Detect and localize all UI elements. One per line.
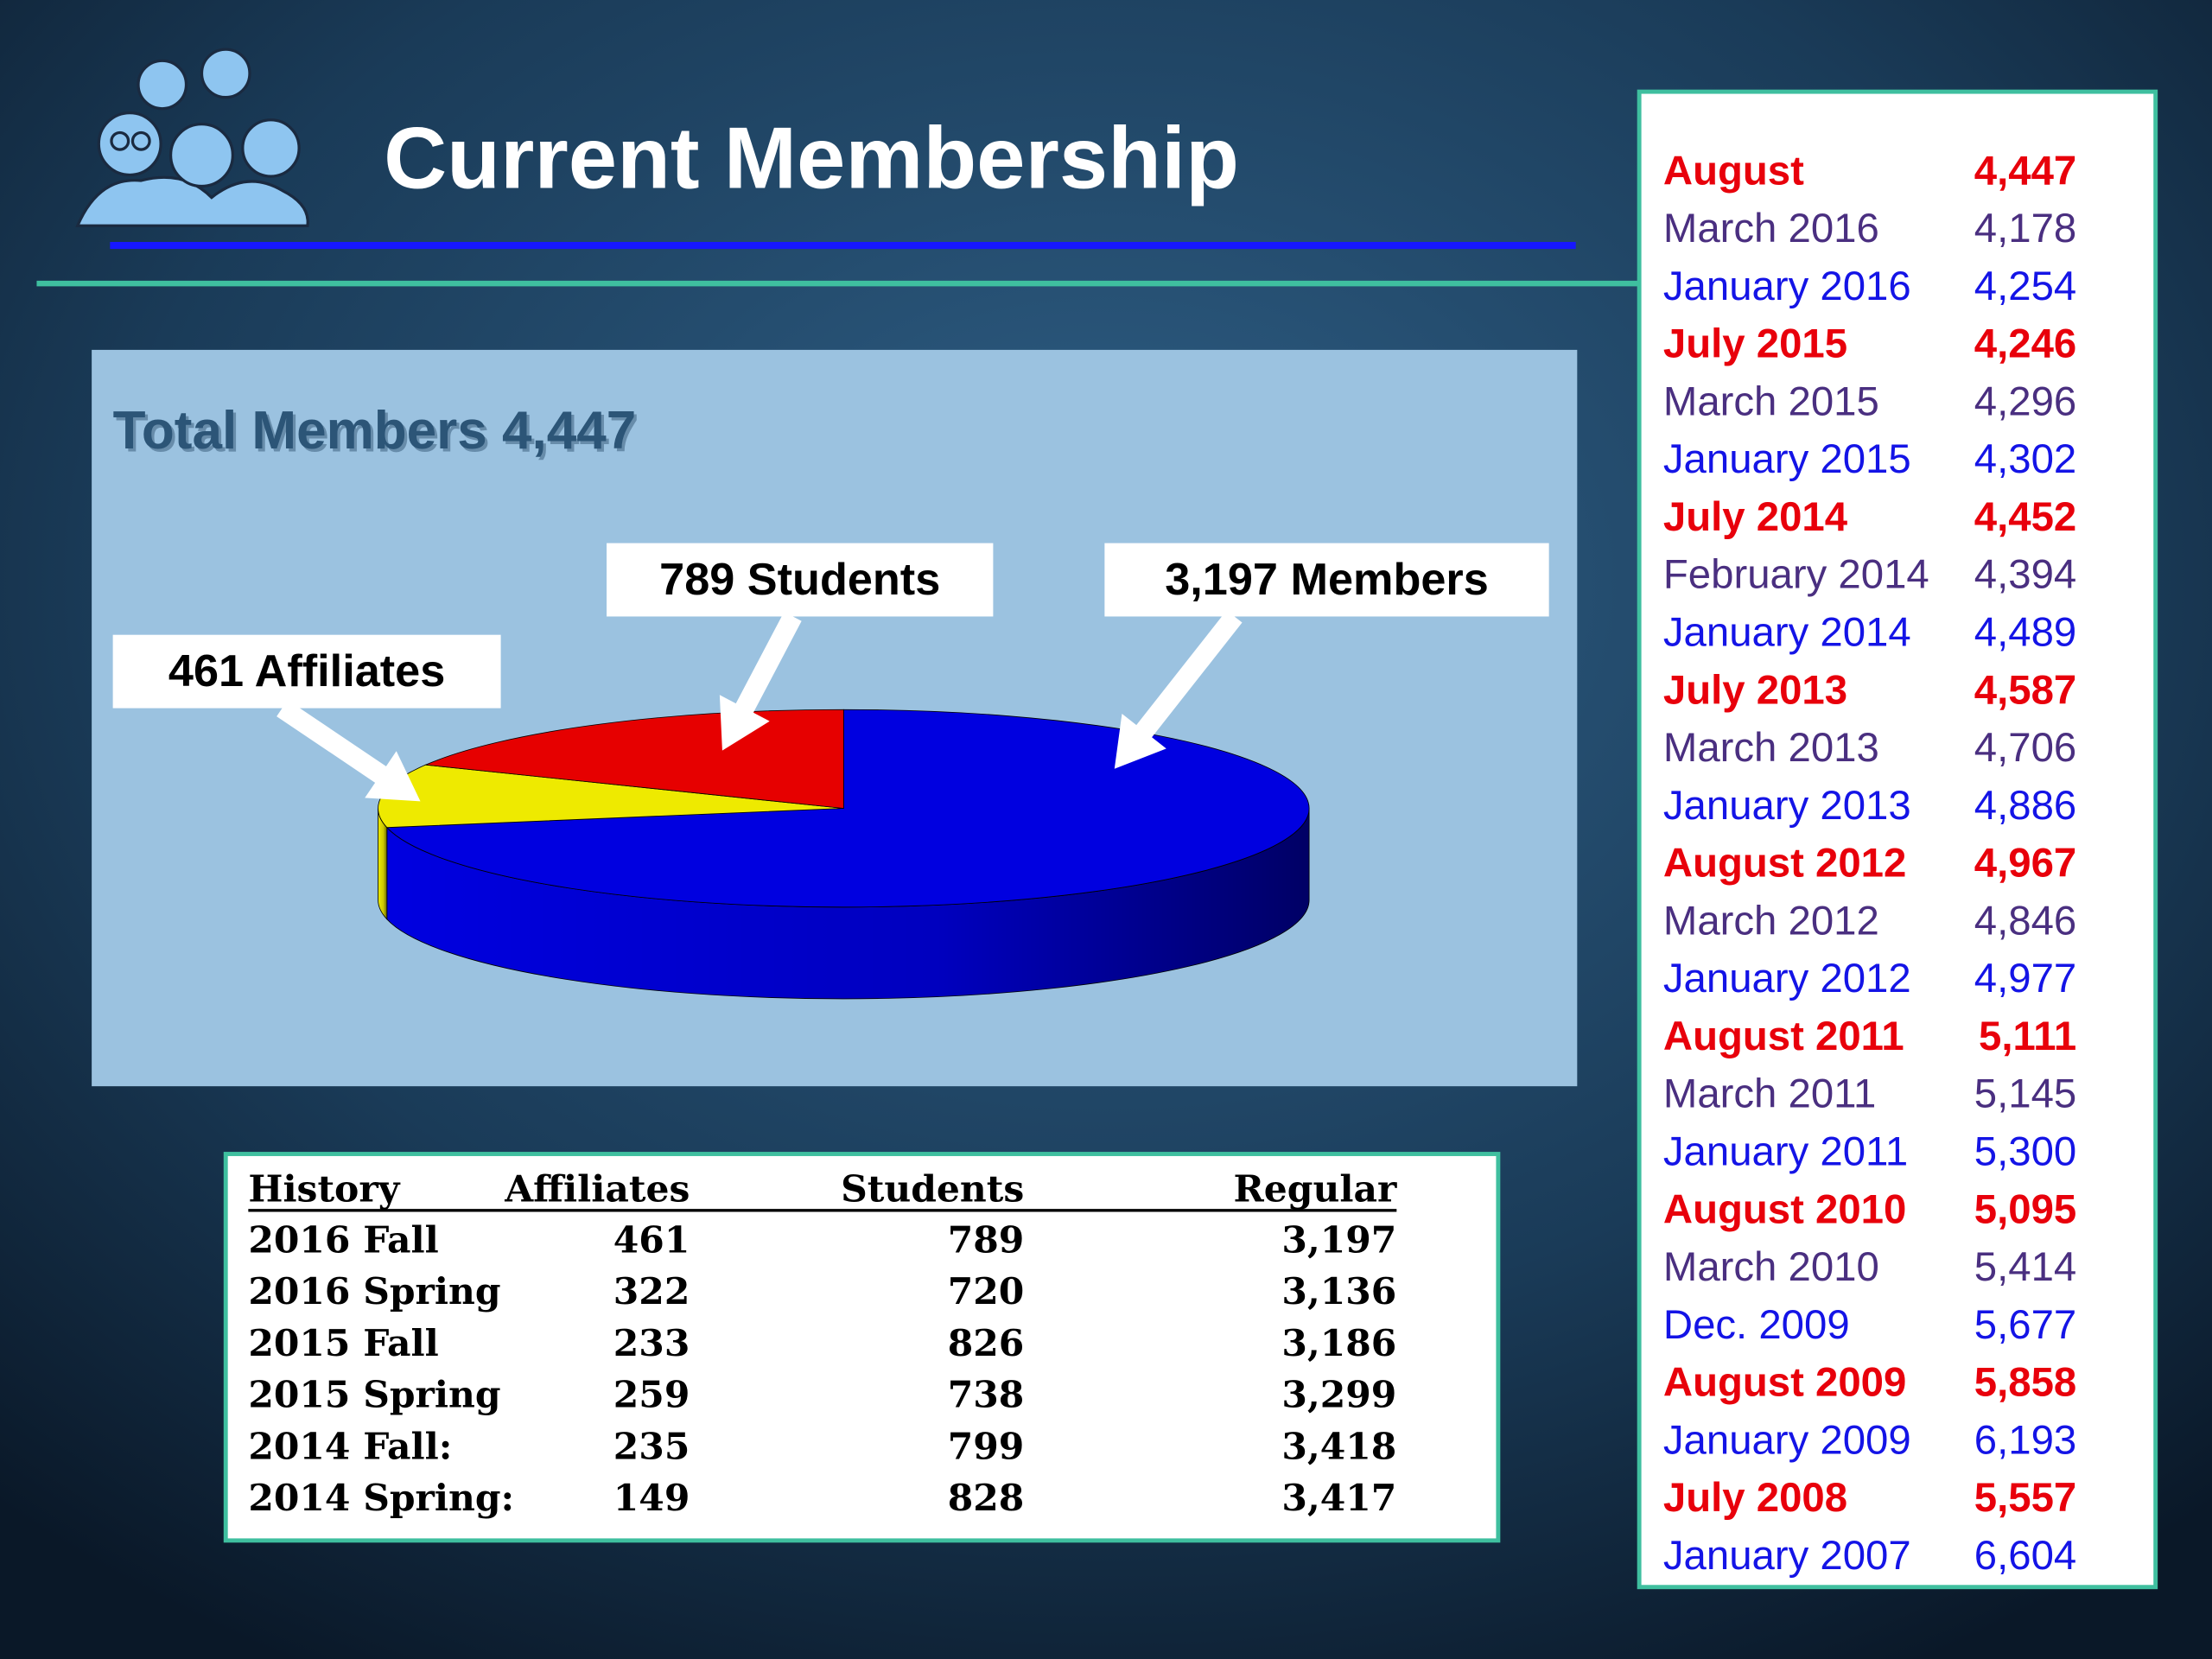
table-cell: 2015 Fall xyxy=(248,1322,438,1365)
list-value: 5,111 xyxy=(1979,1014,2076,1059)
list-value: 4,296 xyxy=(1974,378,2076,424)
table-cell: 3,197 xyxy=(1281,1218,1396,1262)
list-value: 4,846 xyxy=(1974,898,2076,944)
table-cell: 828 xyxy=(948,1477,1025,1520)
history-list: August 4,447 March 2016 4,178 January 2016 4,… xyxy=(1637,89,2158,1590)
callout-box xyxy=(607,543,994,617)
list-value: 4,977 xyxy=(1974,956,2076,1001)
list-label: January 2012 xyxy=(1663,956,1911,1001)
callout-box xyxy=(1104,543,1549,617)
table-cell: 3,417 xyxy=(1281,1477,1396,1520)
list-value: 4,489 xyxy=(1974,610,2076,656)
table-cell: 2015 Spring xyxy=(248,1374,500,1417)
table-cell: 3,136 xyxy=(1281,1270,1396,1313)
list-value: 4,967 xyxy=(1974,841,2076,887)
table-cell: 233 xyxy=(613,1322,690,1365)
callout-label: 461 Affiliates xyxy=(168,646,445,696)
list-value: 4,587 xyxy=(1974,667,2076,713)
table-cell: 2014 Spring: xyxy=(248,1477,514,1520)
list-value: 4,394 xyxy=(1974,552,2076,598)
table-cell: 149 xyxy=(613,1477,690,1520)
list-value: 5,858 xyxy=(1974,1360,2076,1406)
chart-title-shadow: Total Members 4,447 xyxy=(116,404,639,464)
table-cell: 3,299 xyxy=(1281,1374,1396,1417)
table-cell: 2014 Fall: xyxy=(248,1425,452,1468)
list-box xyxy=(1637,89,2158,1590)
table-cell: 738 xyxy=(948,1374,1025,1417)
table-header: Students xyxy=(841,1168,1024,1211)
list-label: July 2014 xyxy=(1663,494,1848,540)
list-label: January 2016 xyxy=(1663,264,1911,309)
callout-label: 3,197 Members xyxy=(1165,555,1489,605)
list-label: March 2012 xyxy=(1663,898,1879,944)
table-header: History xyxy=(248,1168,400,1211)
callout-box xyxy=(112,634,501,709)
table-cell: 2016 Spring xyxy=(248,1270,500,1313)
list-value: 4,246 xyxy=(1974,321,2076,367)
list-value: 4,886 xyxy=(1974,783,2076,829)
list-label: January 2009 xyxy=(1663,1417,1911,1463)
list-value: 6,193 xyxy=(1974,1417,2076,1463)
table-cell: 235 xyxy=(613,1425,690,1468)
table-cell: 322 xyxy=(613,1270,690,1313)
list-label: July 2013 xyxy=(1663,667,1847,713)
callout-arrow xyxy=(719,612,802,751)
people-icon xyxy=(75,48,309,227)
list-label: January 2013 xyxy=(1663,783,1911,829)
side-shading xyxy=(386,808,1310,999)
list-value: 4,178 xyxy=(1974,206,2076,251)
table-cell: 461 xyxy=(613,1218,690,1262)
list-value: 5,414 xyxy=(1974,1244,2076,1290)
list-label: August 2009 xyxy=(1663,1360,1906,1406)
table-cell: 789 xyxy=(948,1218,1025,1262)
list-value: 4,452 xyxy=(1974,494,2076,540)
table-header: Regular xyxy=(1234,1168,1397,1211)
list-label: July 2008 xyxy=(1663,1475,1847,1521)
list-label: March 2011 xyxy=(1663,1071,1876,1117)
list-label: August 2012 xyxy=(1663,841,1906,887)
table-cell: 799 xyxy=(948,1425,1025,1468)
list-value: 6,604 xyxy=(1974,1533,2076,1579)
list-value: 5,300 xyxy=(1974,1128,2076,1174)
list-label: August xyxy=(1663,148,1804,194)
table-header: Affiliates xyxy=(504,1168,690,1211)
slide-title: Current Membership xyxy=(384,110,1239,207)
list-value: 4,302 xyxy=(1974,436,2076,482)
table-box xyxy=(223,1152,1501,1543)
table-cell: 720 xyxy=(948,1270,1025,1313)
list-label: March 2016 xyxy=(1663,206,1879,251)
list-label: August 2010 xyxy=(1663,1186,1906,1232)
table-cell: 3,418 xyxy=(1281,1425,1396,1468)
chart-title: Total Members 4,447 xyxy=(113,401,637,461)
table-cell: 2016 Fall xyxy=(248,1218,438,1262)
table-cell: 3,186 xyxy=(1281,1322,1396,1365)
callout-label: 789 Students xyxy=(659,555,940,605)
list-label: March 2010 xyxy=(1663,1244,1879,1290)
list-value: 5,095 xyxy=(1974,1186,2076,1232)
list-label: January 2011 xyxy=(1663,1128,1908,1174)
side-shading xyxy=(378,808,387,919)
history-table: History Affiliates Students Regular 2016 Fal… xyxy=(223,1152,1501,1543)
list-label: January 2015 xyxy=(1663,436,1911,482)
table-cell: 259 xyxy=(613,1374,690,1417)
list-value: 5,677 xyxy=(1974,1302,2076,1348)
pie-chart-panel: Total Members 4,447 Total Members 4,447 … xyxy=(92,349,1578,1087)
list-value: 4,254 xyxy=(1974,264,2076,309)
list-label: January 2007 xyxy=(1663,1533,1911,1579)
list-label: July 2015 xyxy=(1663,321,1847,367)
list-label: Dec. 2009 xyxy=(1663,1302,1850,1348)
callout-arrow xyxy=(1114,610,1243,769)
table-cell: 826 xyxy=(948,1322,1025,1365)
list-value: 4,706 xyxy=(1974,725,2076,771)
list-value: 4,447 xyxy=(1974,148,2076,194)
list-value: 5,145 xyxy=(1974,1071,2076,1117)
callout-arrow xyxy=(276,700,421,802)
list-label: February 2014 xyxy=(1663,552,1929,598)
list-label: March 2015 xyxy=(1663,378,1879,424)
list-label: January 2014 xyxy=(1663,610,1911,656)
list-value: 5,557 xyxy=(1974,1475,2076,1521)
list-label: March 2013 xyxy=(1663,725,1879,771)
list-label: August 2011 xyxy=(1663,1014,1904,1059)
